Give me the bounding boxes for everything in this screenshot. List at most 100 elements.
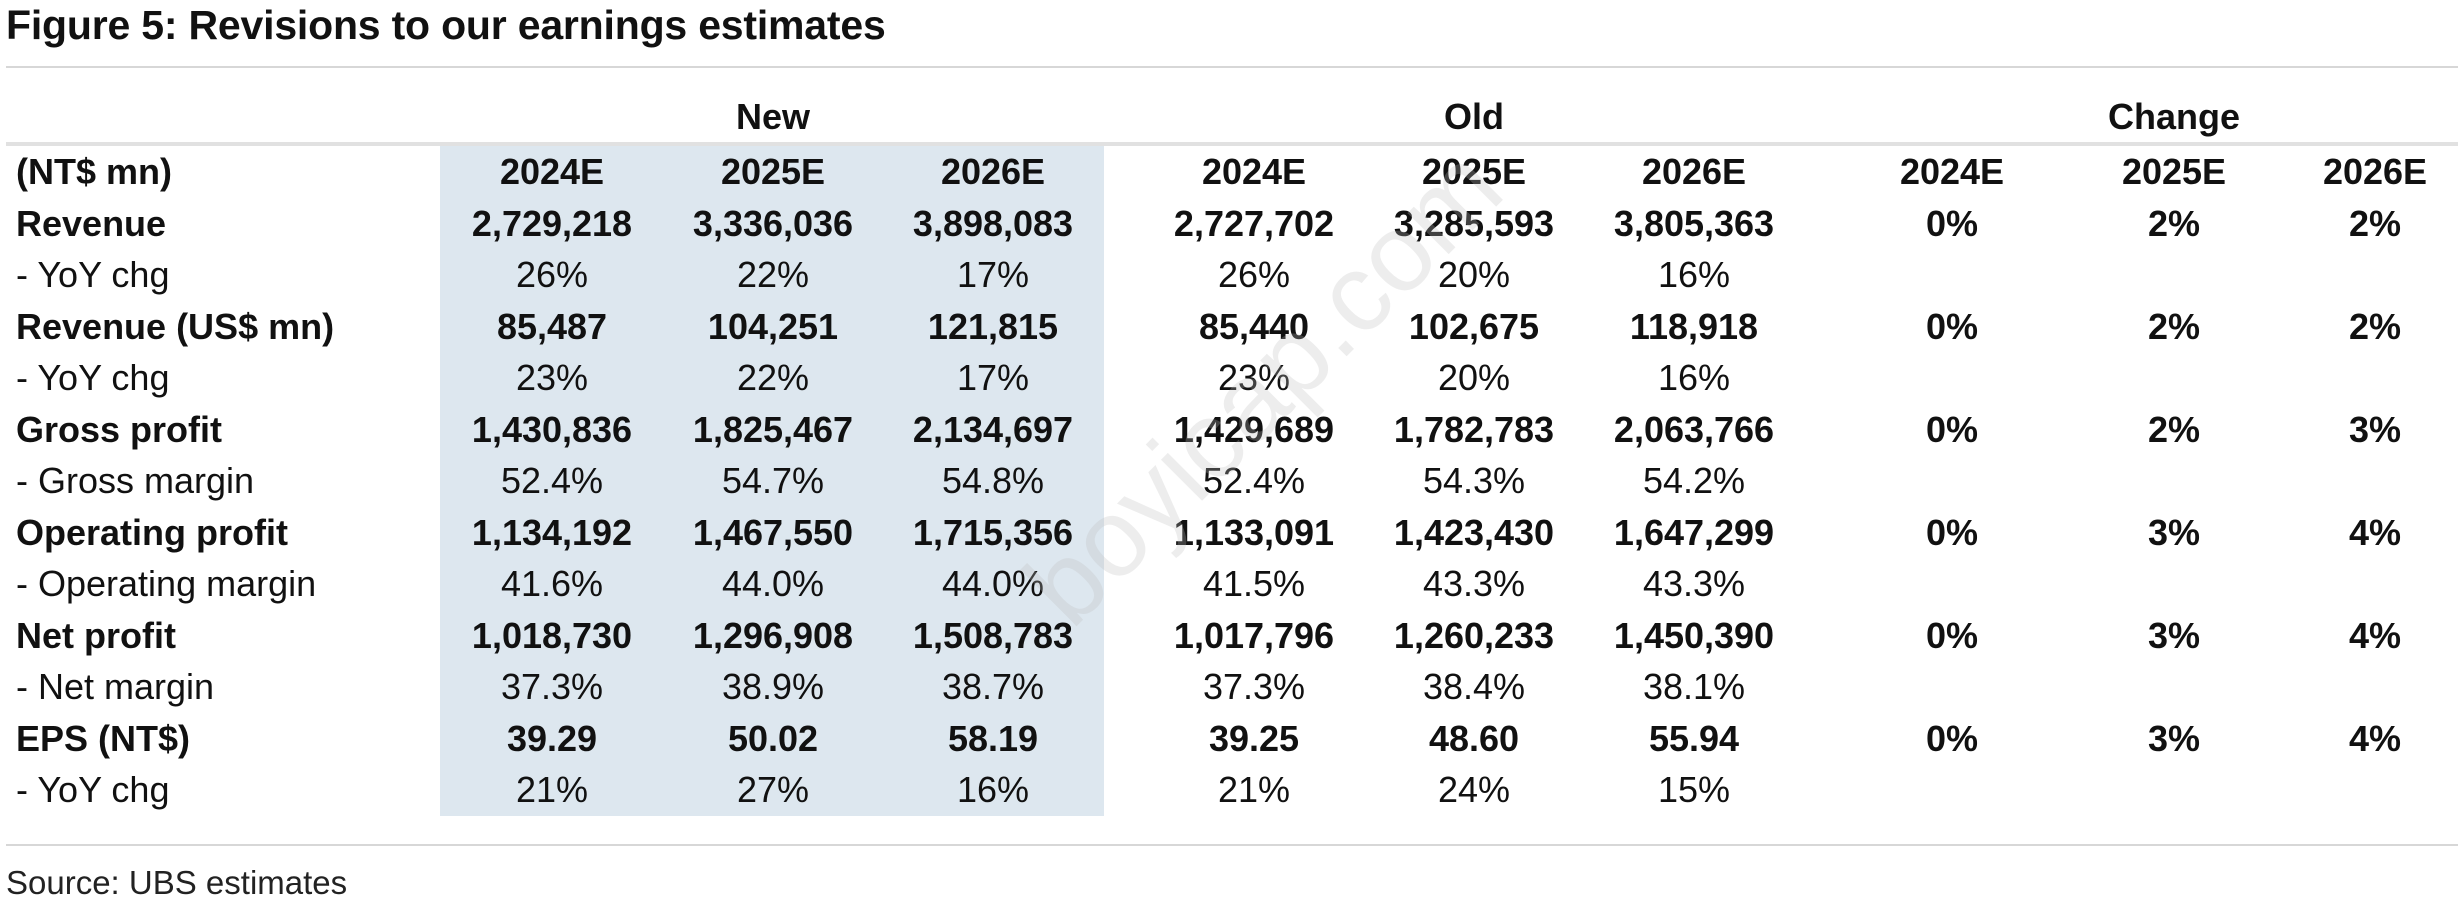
cell-old-2024: 23% (1217, 357, 1291, 398)
cell-new-2024: 26% (515, 254, 589, 295)
cell-change-2024: 0% (1925, 717, 1979, 759)
cell-change-2024: 0% (1925, 614, 1979, 656)
cell-change-2025: 2% (2147, 202, 2201, 244)
cell-change-2026 (2295, 558, 2455, 610)
row-label: Net profit (16, 614, 176, 656)
header-old-2025: 2025E (1421, 151, 1527, 192)
cell-old-2026: 54.2% (1642, 460, 1746, 501)
cell-new-2026: 121,815 (927, 305, 1059, 347)
cell-change-2025: 3% (2147, 511, 2201, 553)
cell-change-2026 (2295, 352, 2455, 404)
cell-old-2026: 118,918 (1629, 305, 1759, 347)
cell-new-2026: 2,134,697 (912, 408, 1074, 450)
cell-new-2024: 23% (515, 357, 589, 398)
header-new-2025: 2025E (720, 151, 826, 192)
cell-old-2025: 3,285,593 (1393, 202, 1555, 244)
cell-old-2025: 48.60 (1428, 717, 1520, 759)
row-label: - YoY chg (16, 357, 170, 398)
cell-old-2024: 1,133,091 (1173, 511, 1335, 553)
cell-new-2026: 3,898,083 (912, 202, 1074, 244)
cell-change-2024: 0% (1925, 408, 1979, 450)
cell-old-2026: 55.94 (1648, 717, 1740, 759)
title-divider (6, 66, 2458, 68)
cell-new-2025: 50.02 (727, 717, 819, 759)
table-row: - YoY chg 26% 22% 17% 26% 20% 16% (0, 249, 2458, 301)
cell-change-2025 (2074, 352, 2274, 404)
row-label: Revenue (16, 202, 167, 244)
cell-old-2026: 2,063,766 (1613, 408, 1775, 450)
cell-change-2025 (2074, 764, 2274, 816)
header-old-2026: 2026E (1641, 151, 1747, 192)
cell-new-2024: 2,729,218 (471, 202, 633, 244)
cell-change-2024: 0% (1925, 305, 1979, 347)
cell-change-2025 (2074, 558, 2274, 610)
cell-change-2026: 4% (2348, 511, 2402, 553)
cell-new-2026: 54.8% (941, 460, 1045, 501)
source-note: Source: UBS estimates (6, 864, 348, 901)
table-row: EPS (NT$) 39.29 50.02 58.19 39.25 48.60 55.94 0… (0, 713, 2458, 765)
cell-old-2024: 1,017,796 (1173, 614, 1335, 656)
cell-old-2024: 39.25 (1208, 717, 1300, 759)
cell-old-2025: 1,260,233 (1393, 614, 1555, 656)
table-row: - Net margin 37.3% 38.9% 38.7% 37.3% 38.4% 38.… (0, 661, 2458, 713)
row-label: - YoY chg (16, 254, 170, 295)
table-bottom-divider (6, 844, 2458, 846)
cell-old-2026: 3,805,363 (1613, 202, 1775, 244)
cell-new-2026: 44.0% (941, 563, 1045, 604)
cell-change-2024 (1852, 249, 2052, 301)
cell-new-2025: 1,467,550 (692, 511, 854, 553)
header-old-2024: 2024E (1201, 151, 1307, 192)
cell-old-2026: 38.1% (1642, 666, 1746, 707)
cell-new-2025: 22% (736, 254, 810, 295)
cell-old-2024: 2,727,702 (1173, 202, 1335, 244)
row-label: - YoY chg (16, 769, 170, 810)
units-label: (NT$ mn) (16, 151, 172, 192)
cell-new-2024: 85,487 (496, 305, 608, 347)
table-row: - Operating margin 41.6% 44.0% 44.0% 41.5% 43… (0, 558, 2458, 610)
cell-new-2024: 41.6% (500, 563, 604, 604)
row-label: - Gross margin (16, 460, 255, 501)
cell-new-2024: 1,134,192 (471, 511, 633, 553)
cell-change-2024: 0% (1925, 511, 1979, 553)
cell-new-2025: 27% (736, 769, 810, 810)
cell-change-2026: 4% (2348, 614, 2402, 656)
group-header-new: New (735, 96, 811, 137)
group-header-old: Old (1444, 96, 1504, 137)
cell-new-2025: 3,336,036 (692, 202, 854, 244)
cell-new-2026: 16% (956, 769, 1030, 810)
cell-old-2025: 1,782,783 (1393, 408, 1555, 450)
cell-change-2024 (1852, 352, 2052, 404)
row-label: - Net margin (16, 666, 215, 707)
row-label: Revenue (US$ mn) (16, 305, 335, 347)
figure-title: Figure 5: Revisions to our earnings esti… (6, 2, 886, 48)
cell-new-2025: 1,825,467 (692, 408, 854, 450)
cell-old-2025: 20% (1437, 254, 1511, 295)
cell-old-2026: 16% (1657, 254, 1731, 295)
cell-new-2024: 21% (515, 769, 589, 810)
cell-old-2026: 15% (1657, 769, 1731, 810)
cell-change-2026 (2295, 455, 2455, 507)
group-header-divider (6, 142, 2458, 146)
cell-new-2025: 22% (736, 357, 810, 398)
header-new-2024: 2024E (499, 151, 605, 192)
cell-change-2024 (1852, 455, 2052, 507)
cell-new-2025: 104,251 (707, 305, 839, 347)
cell-change-2024 (1852, 764, 2052, 816)
cell-old-2024: 26% (1217, 254, 1291, 295)
cell-change-2024 (1852, 558, 2052, 610)
new-columns-highlight (440, 146, 1104, 816)
cell-old-2026: 16% (1657, 357, 1731, 398)
cell-change-2026: 2% (2348, 202, 2402, 244)
cell-old-2024: 41.5% (1202, 563, 1306, 604)
cell-new-2025: 54.7% (721, 460, 825, 501)
cell-new-2025: 44.0% (721, 563, 825, 604)
cell-old-2024: 52.4% (1202, 460, 1306, 501)
cell-new-2026: 38.7% (941, 666, 1045, 707)
cell-old-2025: 38.4% (1422, 666, 1526, 707)
table-row: - YoY chg 21% 27% 16% 21% 24% 15% (0, 764, 2458, 816)
table-row: Operating profit 1,134,192 1,467,550 1,715,… (0, 507, 2458, 559)
cell-change-2025 (2074, 661, 2274, 713)
cell-change-2025 (2074, 455, 2274, 507)
cell-old-2026: 1,647,299 (1613, 511, 1775, 553)
header-change-2026: 2026E (2322, 151, 2428, 192)
